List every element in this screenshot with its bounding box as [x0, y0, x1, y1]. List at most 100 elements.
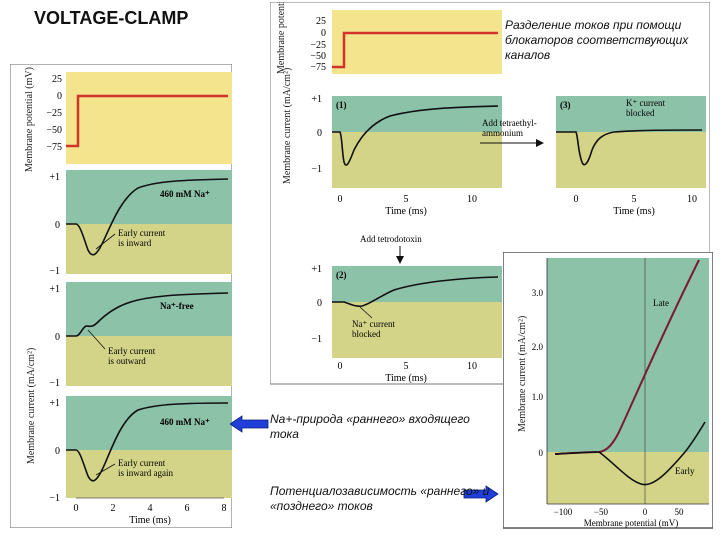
- iv-ytick-1: 1.0: [532, 392, 544, 402]
- center-trace1-tick-mid: 0: [317, 128, 322, 139]
- left-voltage-bg: [66, 72, 232, 164]
- left-trace3-annot-1: Early current: [118, 458, 166, 468]
- left-trace3-tick-mid: 0: [55, 446, 60, 457]
- center-trace2-curve: [332, 276, 499, 307]
- left-trace1-annot-1: Early current: [118, 228, 166, 238]
- blue-arrow-right-icon: [463, 485, 499, 503]
- left-trace1-annot-2: is inward: [118, 238, 152, 248]
- left-trace2-label: Na⁺-free: [160, 301, 194, 311]
- left-vtick-m50: −50: [46, 125, 62, 136]
- left-xtick-0: 0: [74, 503, 79, 514]
- center-voltage-step: [332, 31, 498, 69]
- center-vtick-m25: −25: [310, 40, 326, 51]
- left-xlabel: Time (ms): [129, 515, 171, 526]
- blue-arrow-left-shape: [230, 415, 269, 433]
- center-trace2-tick-bottom: −1: [311, 334, 322, 345]
- center-vtick-0: 0: [321, 28, 326, 39]
- left-trace2-pointer: [87, 329, 106, 350]
- left-xtick-4: 4: [148, 503, 153, 514]
- iv-early-label: Early: [675, 466, 695, 476]
- add-ttx-label: Add tetrodotoxin: [360, 234, 422, 244]
- left-vtick-m75: −75: [46, 142, 62, 153]
- left-trace2-annot-1: Early current: [108, 346, 156, 356]
- iv-figure: Membrane current (mA/cm²) 0 1.0 2.0 3.0 …: [503, 252, 713, 529]
- blue-arrow-right-shape: [463, 485, 499, 503]
- center-trace3-top: [556, 96, 706, 132]
- left-trace3-label: 460 mM Na⁺: [160, 417, 210, 427]
- iv-late-label: Late: [653, 298, 669, 308]
- note-current-separation: Разделение токов при помощи блокаторов с…: [505, 18, 689, 62]
- left-current-ylabel: Membrane current (mA/cm²): [26, 348, 37, 464]
- center-trace2-annot-2: blocked: [352, 329, 381, 339]
- blue-arrow-left-icon: [230, 415, 269, 433]
- center-trace1-curve: [332, 105, 499, 166]
- left-trace1-tick-bottom: −1: [49, 266, 60, 277]
- center-trace1-tick-top: +1: [311, 94, 322, 105]
- center-trace1-bottom: [332, 132, 502, 188]
- iv-xtick-0: 0: [643, 507, 648, 517]
- left-vtick-25: 25: [52, 74, 62, 85]
- center-trace2-tick-top: +1: [311, 264, 322, 275]
- left-trace2-curve: [66, 292, 229, 337]
- center-vtick-m75: −75: [310, 62, 326, 73]
- iv-xtick-m50: −50: [594, 507, 609, 517]
- left-trace3-annot-2: is inward again: [118, 468, 173, 478]
- center-current-ylabel: Membrane current (mA/cm²): [282, 68, 293, 184]
- left-trace3-tick-bottom: −1: [49, 493, 60, 504]
- add-ttx-arrow-head: [396, 256, 404, 264]
- center-trace1-label: (1): [336, 100, 347, 110]
- note-na-nature: Na+-природа «раннего» входящего тока: [270, 412, 470, 441]
- center-trace1-xlabel: Time (ms): [385, 206, 427, 217]
- note-voltage-dependence: Потенциалозависимость «раннего» и «поздн…: [270, 484, 490, 513]
- center-trace3-xtick-0: 0: [574, 194, 579, 205]
- center-voltage-bg: [332, 10, 502, 74]
- left-trace1-pointer: [95, 233, 116, 250]
- left-trace2-tick-bottom: −1: [49, 378, 60, 389]
- add-tea-arrow-head: [536, 139, 544, 147]
- center-trace1-tick-bottom: −1: [311, 164, 322, 175]
- iv-ytick-0: 0: [539, 448, 544, 458]
- iv-top-bg: [547, 258, 709, 452]
- iv-ytick-3: 3.0: [532, 288, 544, 298]
- iv-xlabel: Membrane potential (mV): [584, 518, 678, 528]
- left-trace3-tick-top: +1: [49, 398, 60, 409]
- center-trace1-top: [332, 96, 502, 132]
- center-trace2-xtick-10: 10: [467, 361, 477, 372]
- add-tea-label-1: Add tetraethyl-: [482, 118, 537, 128]
- center-trace3-xtick-5: 5: [632, 194, 637, 205]
- center-trace2-bottom: [332, 302, 502, 358]
- left-xtick-6: 6: [185, 503, 190, 514]
- left-trace2-tick-top: +1: [49, 284, 60, 295]
- center-trace3-curve: [556, 129, 703, 166]
- left-voltage-step: [66, 94, 228, 148]
- center-trace3-annot-2: blocked: [626, 108, 655, 118]
- center-trace1-xtick-10: 10: [467, 194, 477, 205]
- center-trace3-xlabel: Time (ms): [613, 206, 655, 217]
- left-trace3-top: [66, 396, 232, 450]
- center-trace3-xtick-10: 10: [687, 194, 697, 205]
- center-trace3-label: (3): [560, 100, 571, 110]
- center-trace2-pointer: [359, 306, 373, 319]
- left-trace2-top: [66, 282, 232, 336]
- center-figure: Membrane potential (mV) 25 0 −25 −50 −75…: [270, 2, 710, 385]
- left-trace1-label: 460 mM Na⁺: [160, 189, 210, 199]
- left-trace3-bottom: [66, 450, 232, 498]
- page-title: VOLTAGE-CLAMP: [34, 8, 189, 28]
- left-xtick-2: 2: [111, 503, 116, 514]
- left-trace1-tick-top: +1: [49, 172, 60, 183]
- center-voltage-ylabel: Membrane potential (mV): [276, 2, 287, 74]
- center-trace1-xtick-0: 0: [338, 194, 343, 205]
- iv-ytick-2: 2.0: [532, 342, 544, 352]
- iv-ylabel: Membrane current (mA/cm²): [517, 316, 528, 432]
- left-vtick-m25: −25: [46, 108, 62, 119]
- iv-bottom-bg: [547, 452, 709, 504]
- center-trace2-annot-1: Na⁺ current: [352, 319, 395, 329]
- iv-xtick-m100: −100: [554, 507, 573, 517]
- left-xtick-8: 8: [222, 503, 227, 514]
- left-trace3-pointer: [95, 463, 116, 476]
- left-trace2-tick-mid: 0: [55, 332, 60, 343]
- left-trace3-curve: [66, 402, 229, 482]
- center-trace2-xlabel: Time (ms): [385, 373, 427, 384]
- center-trace2-label: (2): [336, 270, 347, 280]
- center-trace1-xtick-5: 5: [404, 194, 409, 205]
